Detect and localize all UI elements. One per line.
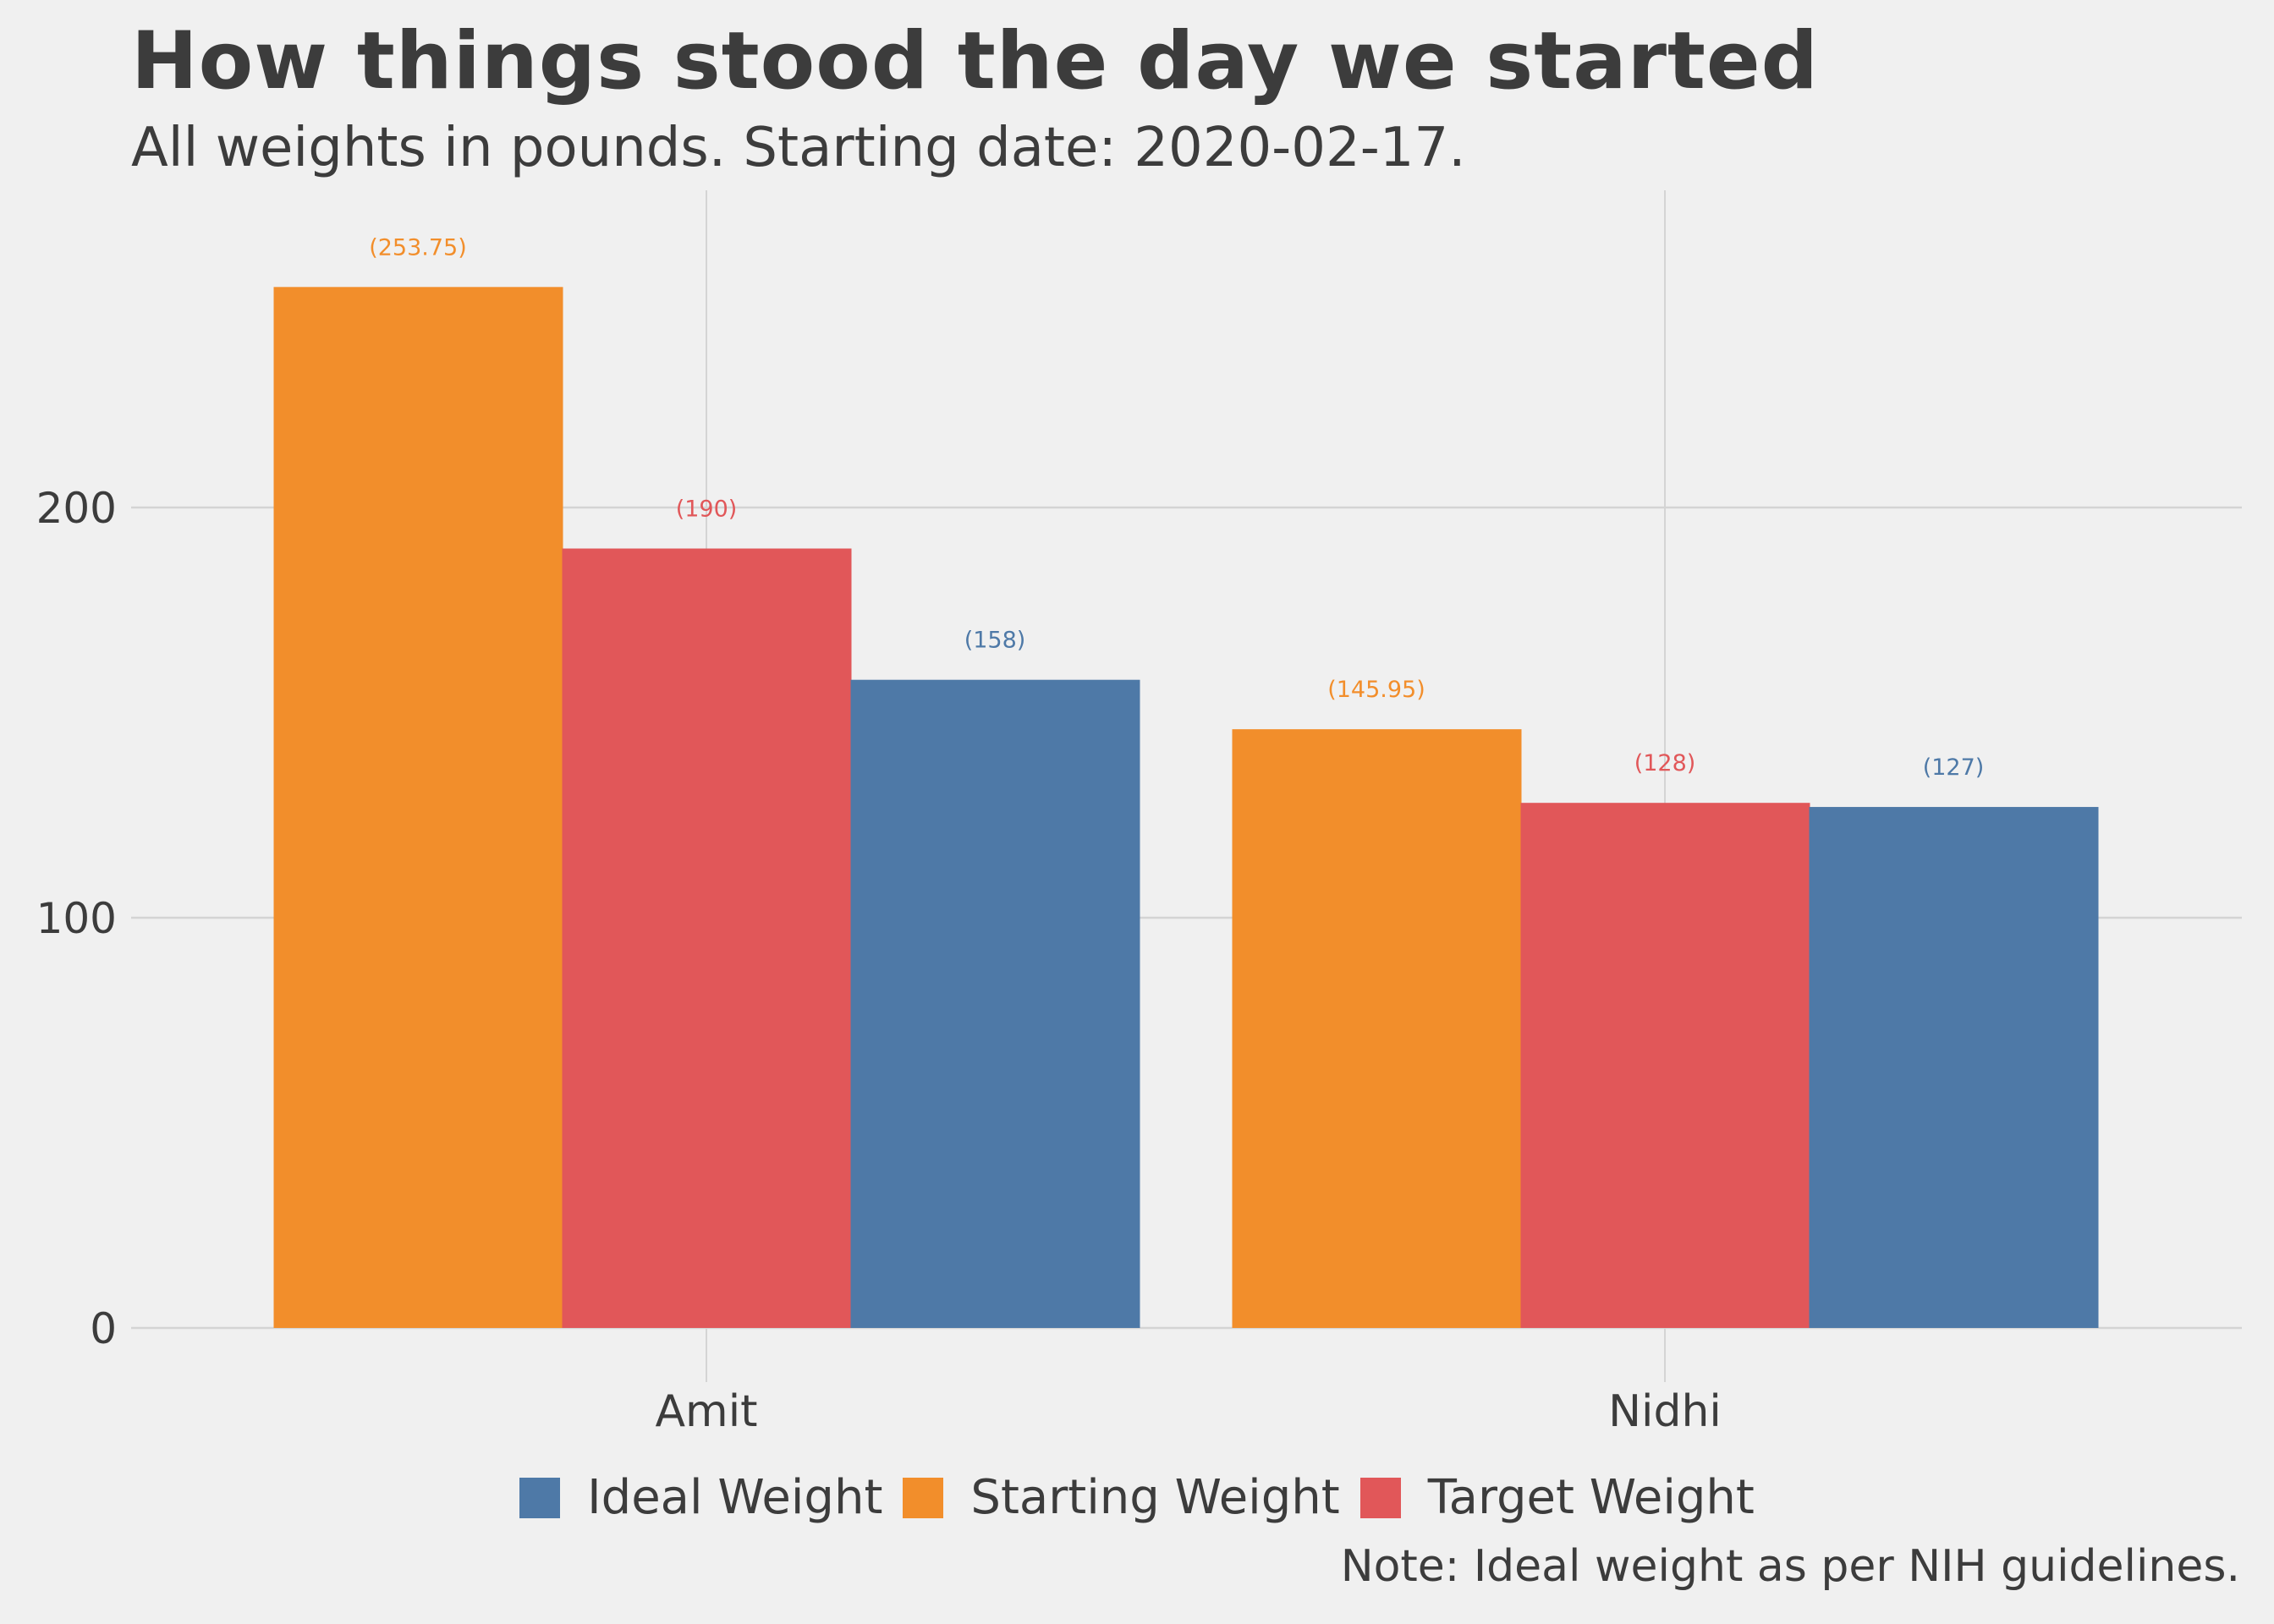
- bar-amit-target-weight: [562, 548, 852, 1328]
- legend-label-starting-weight: Starting Weight: [970, 1470, 1340, 1525]
- data-label-amit-target-weight: (190): [676, 497, 738, 523]
- data-label-nidhi-ideal-weight: (127): [1923, 754, 1985, 781]
- legend-item-starting-weight: Starting Weight: [903, 1470, 1340, 1525]
- chart-subtitle: All weights in pounds. Starting date: 20…: [131, 117, 1466, 179]
- data-label-amit-ideal-weight: (158): [964, 628, 1026, 654]
- x-tick-label-nidhi: Nidhi: [1608, 1386, 1722, 1437]
- y-tick-label-0: 0: [90, 1304, 117, 1353]
- bar-nidhi-starting-weight: [1232, 729, 1522, 1328]
- legend-label-ideal-weight: Ideal Weight: [587, 1470, 883, 1525]
- y-tick-label-200: 200: [36, 484, 117, 533]
- chart-legend: Ideal Weight Starting Weight Target Weig…: [0, 1470, 2274, 1525]
- legend-swatch-starting-weight: [903, 1477, 944, 1518]
- legend-item-ideal-weight: Ideal Weight: [519, 1470, 882, 1525]
- legend-swatch-ideal-weight: [519, 1477, 561, 1518]
- data-label-amit-starting-weight: (253.75): [369, 234, 467, 261]
- y-tick-label-100: 100: [36, 894, 117, 943]
- legend-swatch-target-weight: [1359, 1477, 1401, 1518]
- data-label-nidhi-target-weight: (128): [1634, 750, 1696, 776]
- x-tick-label-amit: Amit: [655, 1386, 757, 1437]
- bar-amit-starting-weight: [273, 287, 563, 1328]
- chart-note: Note: Ideal weight as per NIH guidelines…: [1340, 1541, 2240, 1592]
- legend-label-target-weight: Target Weight: [1427, 1470, 1755, 1525]
- chart-title: How things stood the day we started: [131, 15, 1819, 107]
- bar-nidhi-target-weight: [1520, 803, 1810, 1328]
- legend-item-target-weight: Target Weight: [1359, 1470, 1755, 1525]
- bar-amit-ideal-weight: [850, 679, 1140, 1328]
- data-label-nidhi-starting-weight: (145.95): [1327, 677, 1425, 703]
- bar-nidhi-ideal-weight: [1809, 807, 2099, 1328]
